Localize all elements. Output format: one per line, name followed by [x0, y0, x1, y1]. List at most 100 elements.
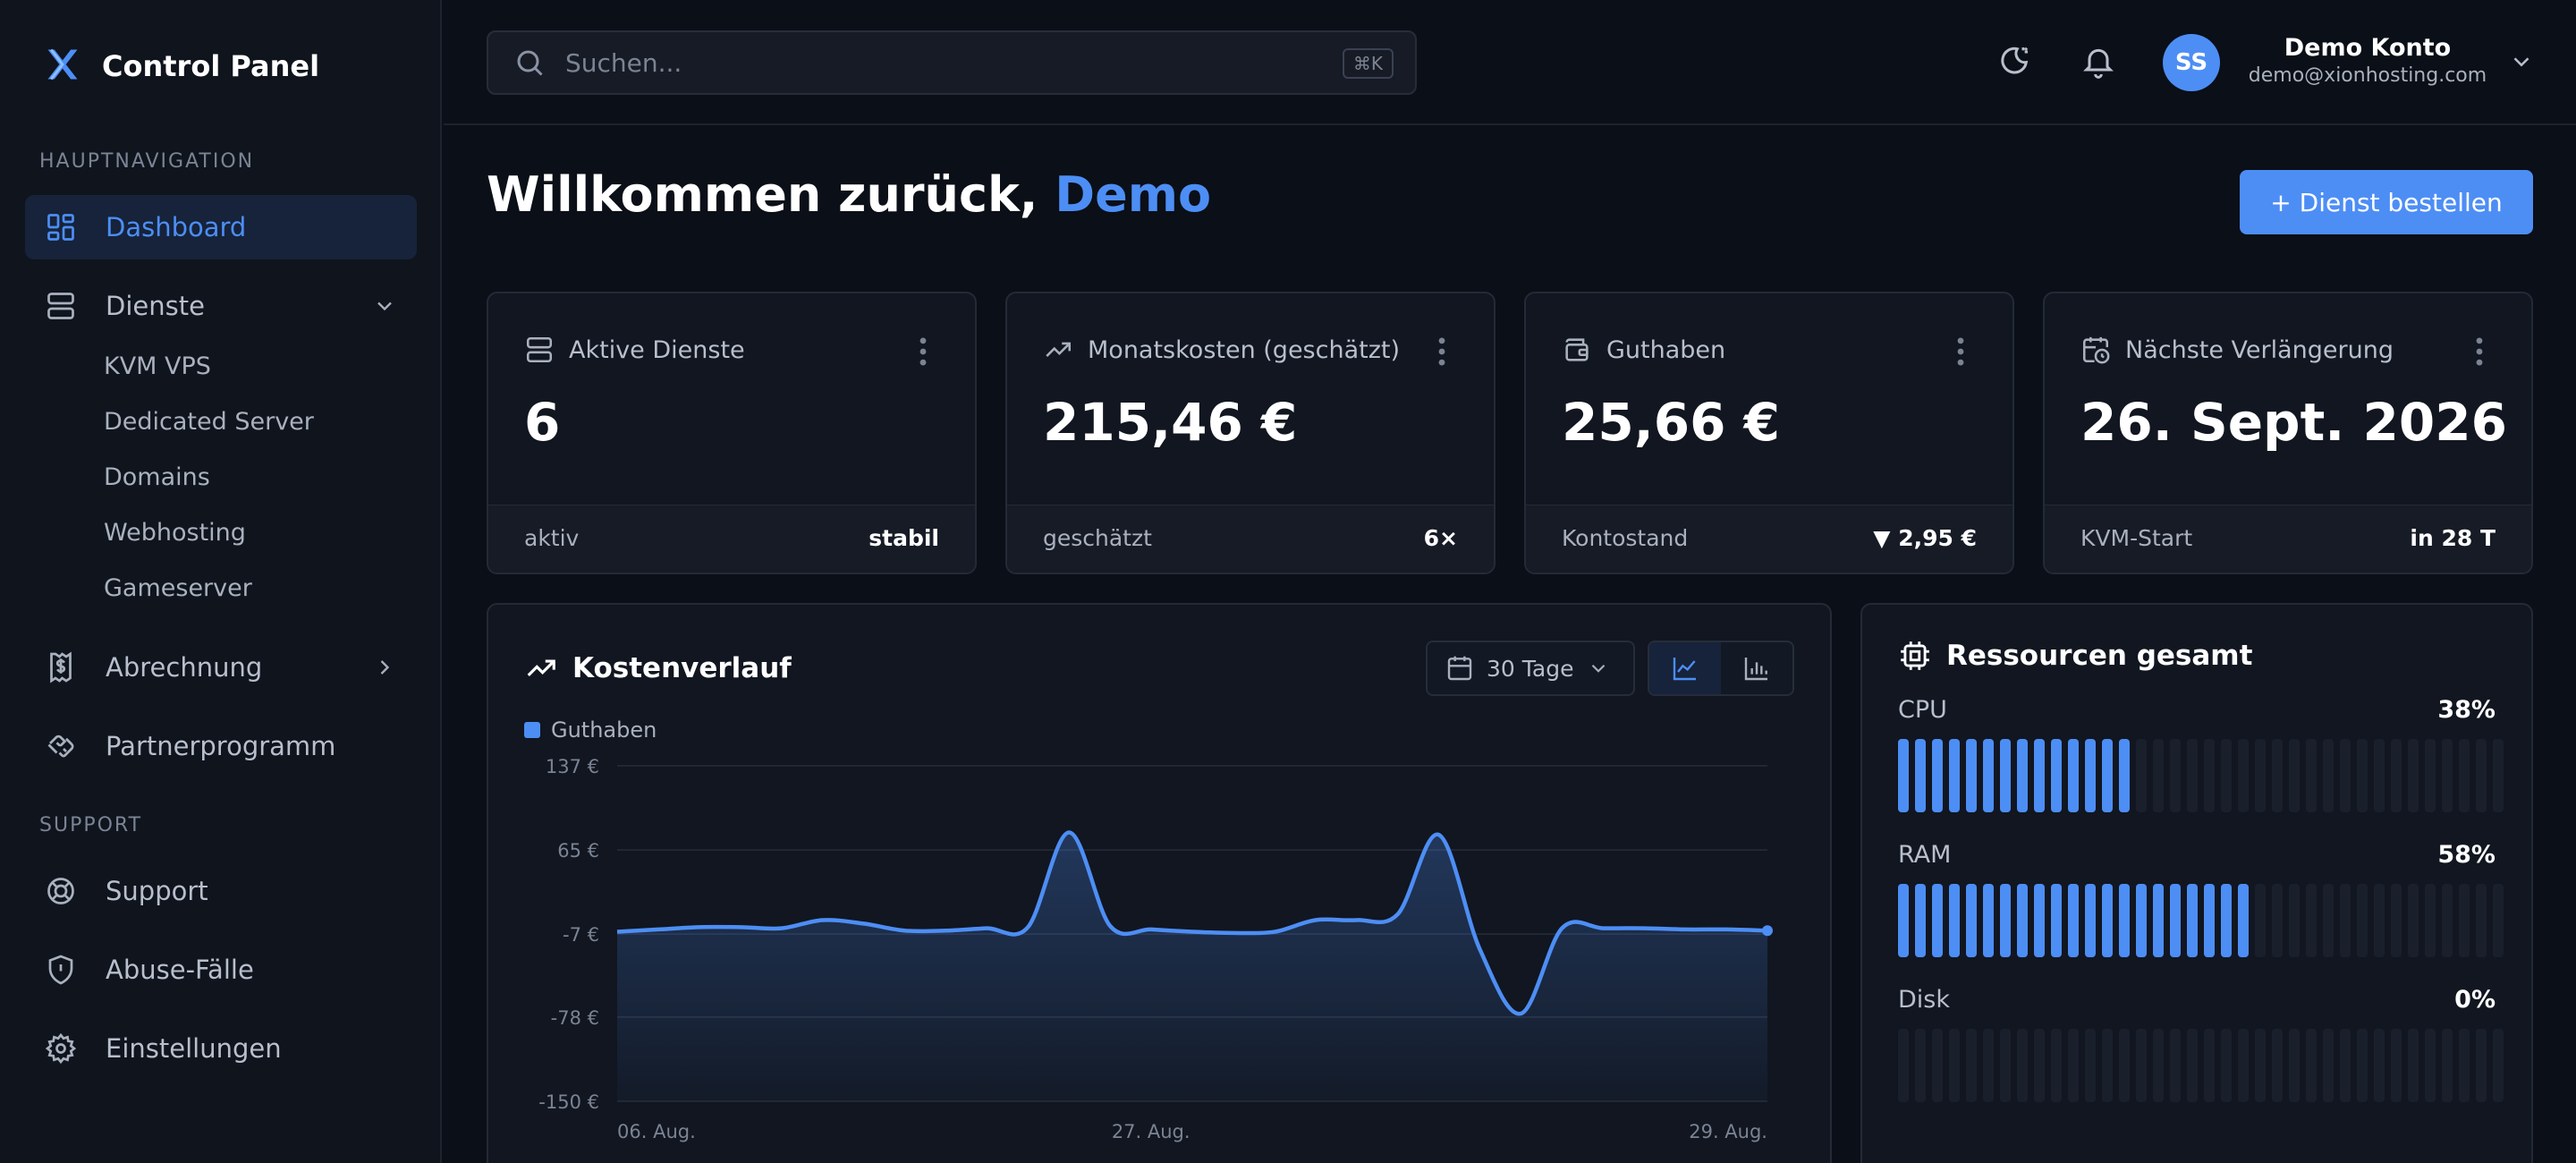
meter-segment: [2493, 739, 2504, 812]
meter-segment: [2459, 739, 2470, 812]
meter-segment: [2102, 1029, 2113, 1102]
resources-panel: Ressourcen gesamt CPU 38% RAM 58% Disk 0…: [1860, 603, 2533, 1163]
meter-segment: [2306, 739, 2317, 812]
server-icon: [526, 336, 553, 363]
stat-card-balance: Guthaben 25,66 € Kontostand ▼ 2,95 €: [1524, 292, 2014, 574]
meter-segment: [2442, 884, 2453, 957]
shield-alert-icon: [43, 952, 79, 988]
meter-segment: [2459, 884, 2470, 957]
resource-label-ram: RAM: [1898, 841, 1952, 869]
meter-segment: [2136, 884, 2147, 957]
meter-segment: [2119, 739, 2130, 812]
line-view-button[interactable]: [1649, 642, 1721, 694]
sidebar-item-einstellungen[interactable]: Einstellungen: [25, 1016, 417, 1081]
sidebar-subitem-kvm-vps[interactable]: KVM VPS: [104, 352, 211, 380]
search-input[interactable]: Suchen... ⌘K: [487, 30, 1417, 95]
meter-segment: [1983, 739, 1994, 812]
section-label-main: HAUPTNAVIGATION: [39, 150, 255, 173]
meter-segment: [1898, 1029, 1909, 1102]
meter-segment: [2000, 884, 2011, 957]
meter-segment: [2306, 884, 2317, 957]
x-tick-label: 27. Aug.: [1112, 1121, 1191, 1142]
meter-segment: [2034, 884, 2045, 957]
order-service-button[interactable]: + Dienst bestellen: [2240, 170, 2533, 234]
sidebar-subitem-domains[interactable]: Domains: [104, 463, 210, 491]
gear-icon: [43, 1031, 79, 1066]
meter-segment: [1949, 1029, 1960, 1102]
chart-legend: Guthaben: [524, 717, 657, 743]
series-last-point: [1762, 925, 1773, 937]
meter-segment: [2153, 884, 2164, 957]
meter-segment: [2136, 739, 2147, 812]
meter-segment: [1966, 739, 1977, 812]
resource-percent-ram: 58%: [2437, 841, 2496, 869]
sidebar-item-abrechnung[interactable]: Abrechnung: [25, 635, 417, 700]
user-name[interactable]: Demo Konto: [2284, 34, 2452, 62]
meter-segment: [2272, 1029, 2283, 1102]
meter-segment: [2221, 739, 2232, 812]
stat-card-monthly-cost: Monatskosten (geschätzt) 215,46 € geschä…: [1005, 292, 1496, 574]
sidebar-item-support[interactable]: Support: [25, 859, 417, 923]
more-vertical-icon[interactable]: [2474, 336, 2485, 367]
resource-meter-cpu: [1898, 739, 2504, 812]
sidebar-item-dienste[interactable]: Dienste: [25, 274, 417, 338]
welcome-name: Demo: [1055, 166, 1212, 223]
lifebuoy-icon: [43, 873, 79, 909]
meter-segment: [1966, 1029, 1977, 1102]
meter-segment: [2255, 1029, 2266, 1102]
meter-segment: [2391, 884, 2402, 957]
resource-label-cpu: CPU: [1898, 696, 1947, 724]
bar-view-button[interactable]: [1721, 642, 1792, 694]
more-vertical-icon[interactable]: [918, 336, 928, 367]
card-title: Nächste Verlängerung: [2125, 335, 2394, 364]
stat-card-next-renewal: Nächste Verlängerung 26. Sept. 2026 KVM-…: [2043, 292, 2533, 574]
meter-segment: [2068, 1029, 2079, 1102]
more-vertical-icon[interactable]: [1436, 336, 1447, 367]
card-footer-value: ▼ 2,95 €: [1873, 525, 1977, 551]
sidebar-item-dashboard[interactable]: Dashboard: [25, 195, 417, 259]
meter-segment: [2119, 884, 2130, 957]
brand-title: Control Panel: [102, 49, 320, 83]
range-select[interactable]: 30 Tage: [1426, 641, 1635, 696]
sidebar-item-partnerprogramm[interactable]: Partnerprogramm: [25, 714, 417, 778]
chevron-right-icon: [380, 660, 390, 675]
meter-segment: [2340, 739, 2351, 812]
brand[interactable]: Control Panel: [43, 45, 319, 88]
cost-chart: 137 € 65 € -7 € -78 € -150 € 06. Aug. 27. Aug.…: [538, 756, 1773, 1142]
y-tick-label: -150 €: [538, 1091, 599, 1113]
sidebar-item-abuse[interactable]: Abuse-Fälle: [25, 938, 417, 1002]
range-select-value: 30 Tage: [1487, 655, 1574, 682]
meter-segment: [2442, 739, 2453, 812]
x-tick-label: 29. Aug.: [1689, 1121, 1767, 1142]
avatar[interactable]: SS: [2163, 34, 2220, 91]
theme-toggle-icon[interactable]: [1996, 43, 2032, 79]
meter-segment: [2323, 1029, 2334, 1102]
sidebar-subitem-dedicated-server[interactable]: Dedicated Server: [104, 408, 314, 436]
meter-segment: [1932, 1029, 1943, 1102]
trending-up-icon: [1046, 342, 1072, 357]
meter-segment: [2051, 739, 2062, 812]
meter-segment: [2357, 739, 2368, 812]
meter-segment: [2170, 884, 2181, 957]
search-placeholder: Suchen...: [565, 47, 682, 78]
sidebar-item-label: Dienste: [106, 291, 205, 321]
meter-segment: [2493, 884, 2504, 957]
resource-meter-ram: [1898, 884, 2504, 957]
more-vertical-icon[interactable]: [1955, 336, 1966, 367]
meter-segment: [2187, 884, 2198, 957]
bell-icon[interactable]: [2080, 43, 2116, 79]
meter-segment: [2272, 884, 2283, 957]
meter-segment: [2340, 1029, 2351, 1102]
chevron-down-icon[interactable]: [2508, 48, 2535, 75]
dashboard-icon: [43, 209, 79, 245]
meter-segment: [2238, 739, 2249, 812]
meter-segment: [2204, 739, 2215, 812]
card-value: 26. Sept. 2026: [2080, 392, 2507, 453]
y-tick-label: -78 €: [551, 1007, 599, 1029]
sidebar-subitem-gameserver[interactable]: Gameserver: [104, 574, 252, 602]
sidebar-subitem-webhosting[interactable]: Webhosting: [104, 519, 246, 547]
card-footer-label: Kontostand: [1562, 525, 1689, 551]
cpu-icon: [1901, 641, 1929, 670]
meter-segment: [2408, 1029, 2419, 1102]
meter-segment: [2289, 1029, 2300, 1102]
